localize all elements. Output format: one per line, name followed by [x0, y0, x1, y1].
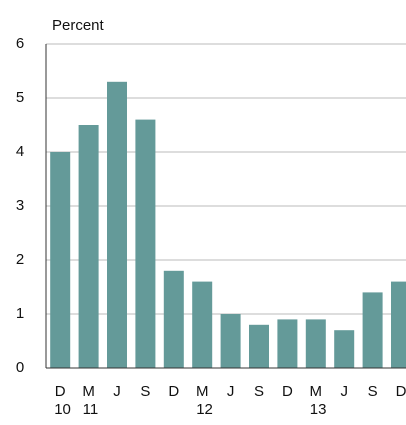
y-tick-label: 1 — [16, 305, 24, 322]
bar — [107, 81, 127, 369]
y-tick-label: 5 — [16, 89, 24, 106]
x-tick-label: D — [282, 383, 293, 400]
x-tick-label: M — [310, 383, 323, 400]
bar — [305, 319, 326, 368]
bar — [334, 330, 355, 368]
bar — [78, 125, 99, 368]
bar — [249, 324, 269, 368]
x-tick-label: S — [368, 383, 378, 400]
bar — [362, 292, 383, 368]
y-tick-label: 0 — [16, 359, 24, 376]
bar — [220, 314, 241, 368]
x-tick-label: S — [140, 383, 150, 400]
x-year-label: 11 — [83, 401, 99, 418]
x-tick-label: D — [396, 383, 406, 400]
bar — [277, 319, 298, 368]
y-tick-label: 3 — [16, 197, 24, 214]
y-axis-label: Percent — [52, 17, 105, 34]
bar — [135, 119, 156, 368]
x-tick-label: J — [340, 383, 348, 400]
x-tick-label: J — [227, 383, 235, 400]
y-tick-label: 4 — [16, 143, 24, 160]
x-tick-label: M — [82, 383, 95, 400]
x-year-label: 12 — [196, 401, 213, 418]
x-tick-label: D — [168, 383, 179, 400]
y-tick-label: 6 — [16, 35, 24, 52]
x-tick-label: D — [55, 383, 66, 400]
x-year-label: 10 — [54, 401, 71, 418]
x-year-label: 13 — [310, 401, 327, 418]
bar — [192, 281, 213, 368]
bar — [391, 281, 406, 368]
bar — [163, 270, 184, 368]
y-tick-label: 2 — [16, 251, 24, 268]
bar — [50, 152, 71, 368]
x-tick-label: J — [113, 383, 121, 400]
x-tick-label: S — [254, 383, 264, 400]
x-tick-label: M — [196, 383, 209, 400]
